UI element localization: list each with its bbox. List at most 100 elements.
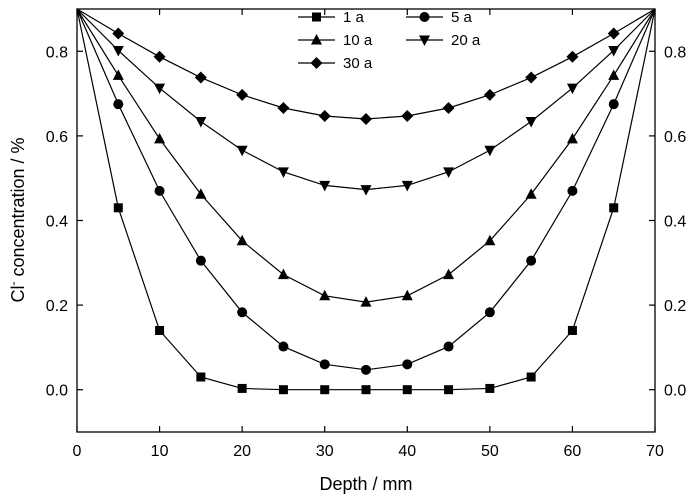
data-point [608,99,619,110]
series-markers [112,27,620,395]
y-tick-label-left: 0.8 [46,44,68,61]
data-point [361,385,371,395]
data-point [194,71,207,84]
legend-label: 20 a [451,32,481,49]
y-tick-label-left: 0.0 [46,383,68,400]
data-point [484,234,496,246]
y-tick-label-right: 0.8 [664,44,686,61]
x-tick-label: 20 [233,443,251,460]
legend-label: 5 a [451,9,473,26]
y-tick-label-right: 0.6 [664,129,686,146]
data-point [566,50,579,63]
y-tick-label-right: 0.2 [664,298,686,315]
x-tick-label: 10 [151,443,169,460]
y-tick-label-left: 0.4 [46,214,68,231]
series-line-2 [76,8,656,303]
data-point [278,341,289,352]
y-axis-label-superscript: - [6,282,20,286]
data-point [195,188,207,199]
data-point [402,385,412,395]
data-point [443,268,455,280]
data-point [443,167,455,178]
data-point [319,359,330,370]
x-tick-label: 60 [564,443,582,460]
data-point [526,372,536,382]
data-point [196,372,206,382]
data-point [320,385,330,395]
data-point [236,234,248,246]
data-point [484,145,496,157]
data-point [195,117,207,128]
y-tick-label-left: 0.6 [46,129,68,146]
data-point [443,341,454,352]
data-point [525,188,537,199]
data-point [277,268,289,280]
legend-marker [310,57,323,69]
data-point [401,289,413,301]
data-point [237,383,247,393]
data-point [236,145,248,157]
data-point [278,385,288,395]
x-tick-label: 40 [398,443,416,460]
data-point [608,45,620,57]
data-point [361,364,371,375]
data-point [113,99,124,110]
data-point [112,27,125,40]
data-point [526,255,537,266]
x-tick-label: 50 [481,443,499,460]
data-point [608,69,620,80]
data-point [360,112,372,125]
data-point [319,289,331,301]
data-point [567,325,577,335]
data-point [195,255,206,266]
data-point [113,203,123,213]
data-point [236,88,249,101]
legend-label: 10 a [343,32,373,49]
legend-marker [419,12,430,22]
y-axis-label: Cl- concentration / % [6,137,28,302]
y-axis-label-main: Cl [8,286,28,303]
data-point [153,50,166,63]
legend-label: 30 a [343,55,373,72]
data-point [483,88,496,101]
data-point [444,385,454,395]
data-point [277,167,289,178]
legend: 1 a 5 a 10 a 20 a 30 a [298,9,481,72]
legend-marker [311,34,322,45]
x-tick-label: 70 [646,443,664,460]
data-point [401,110,414,123]
data-point [607,27,620,40]
data-point [154,185,165,196]
data-point [566,83,578,95]
legend-marker [312,12,321,22]
y-tick-label-right: 0.0 [664,383,686,400]
data-point [401,180,413,192]
data-point [154,83,166,95]
x-tick-label: 0 [73,443,82,460]
x-axis-label: Depth / mm [319,474,412,494]
data-point [154,132,166,144]
y-tick-label-left: 0.2 [46,298,68,315]
data-point [609,203,619,213]
data-point [318,110,331,123]
data-point [566,132,578,144]
data-point [237,307,248,318]
axis-ticks: 0 10 20 30 40 50 60 70 0.0 0.0 0.2 0.2 0.4 0.4 0.6 0.6 0… [46,9,686,460]
data-point [484,307,495,318]
data-point [525,71,538,84]
y-tick-label-right: 0.4 [664,214,686,231]
data-point [567,185,578,196]
legend-label: 1 a [343,9,365,26]
data-point [360,185,372,196]
data-point [525,117,537,128]
data-point [485,383,495,393]
data-point [442,101,455,114]
data-point [112,69,124,80]
data-point [402,359,413,370]
data-point [277,101,290,114]
data-point [319,180,331,192]
data-point [155,325,165,335]
data-point [112,45,124,57]
x-tick-label: 30 [316,443,334,460]
